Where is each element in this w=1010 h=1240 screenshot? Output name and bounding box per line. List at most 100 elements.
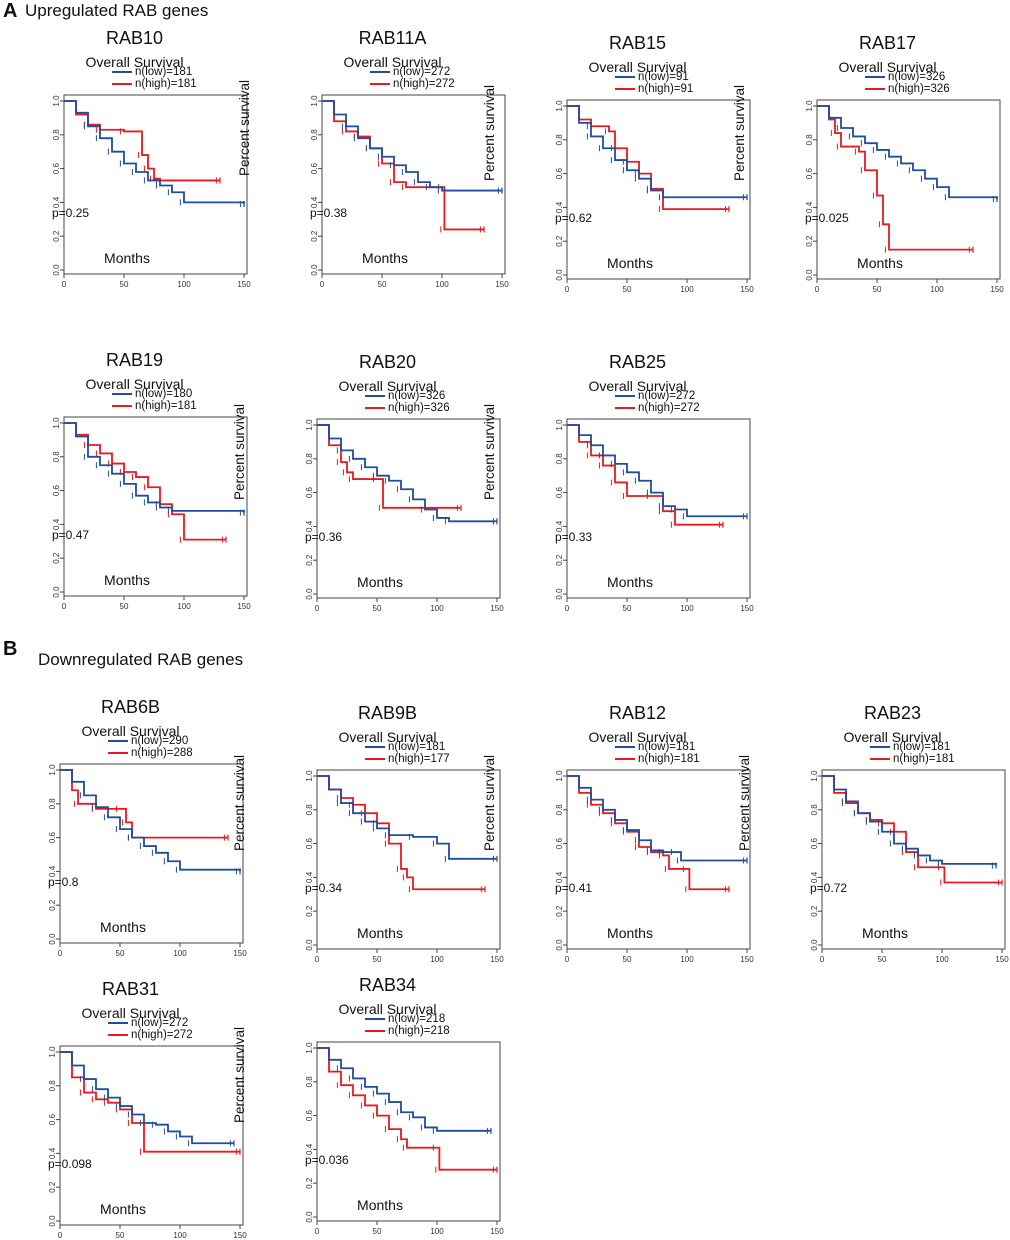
plot-subtitle: Overall Survival — [81, 1005, 180, 1021]
plot-title: RAB34 — [358, 975, 417, 995]
legend-label-high: n(high)=181 — [638, 753, 700, 765]
y-tick-label: 0.4 — [810, 871, 819, 883]
x-axis-label: Months — [100, 1201, 146, 1217]
series-low-line — [567, 424, 747, 518]
x-tick-label: 100 — [935, 955, 949, 964]
legend-entry-high: n(high)=326 — [865, 83, 950, 95]
legend-entry-low: n(low)=180 — [112, 388, 192, 400]
legend-entry-low: n(low)=91 — [615, 71, 689, 83]
y-tick-label: 0.6 — [555, 837, 564, 849]
legend-label-low: n(low)=272 — [393, 66, 451, 78]
y-tick-label: 1.0 — [52, 95, 61, 107]
x-tick-label: 150 — [490, 955, 504, 964]
km-plot-svg: 0.0 0.2 0.4 0.6 0.8 1.0 0 50 100 150 — [52, 416, 251, 611]
y-tick-label: 0.6 — [52, 162, 61, 174]
legend-swatch-high — [615, 406, 635, 409]
y-tick-label: 0.8 — [555, 453, 564, 465]
legend-entry-high: n(high)=181 — [615, 753, 700, 765]
x-tick-label: 100 — [173, 1231, 187, 1240]
y-tick-label: 0.8 — [305, 804, 314, 816]
km-plot-svg: 0.0 0.2 0.4 0.6 0.8 1.0 0 50 100 150 — [555, 769, 754, 964]
x-tick-label: 0 — [58, 1231, 63, 1240]
km-plot-svg: 0.0 0.2 0.4 0.6 0.8 1.0 0 50 100 150 — [305, 769, 504, 964]
y-tick-label: 0.2 — [555, 554, 564, 566]
y-tick-label: 0.4 — [305, 1143, 314, 1155]
plot-subtitle: Overall Survival — [588, 59, 687, 75]
y-tick-label: 0.4 — [555, 201, 564, 213]
plot-frame — [821, 769, 1006, 950]
km-plot-rab17: 0.0 0.2 0.4 0.6 0.8 1.0 0 50 100 150 RAB17 Overall … — [732, 33, 1010, 294]
km-plot-rab15: 0.0 0.2 0.4 0.6 0.8 1.0 0 50 100 150 RAB15 Overall … — [482, 33, 760, 294]
x-tick-label: 50 — [373, 1227, 382, 1236]
x-tick-label: 100 — [430, 604, 444, 613]
legend-entry-high: n(high)=218 — [365, 1025, 450, 1037]
legend-entry-low: n(low)=218 — [365, 1013, 445, 1025]
y-tick-label: 0.6 — [555, 167, 564, 179]
p-value: p=0.62 — [555, 211, 593, 225]
plot-title: RAB10 — [105, 28, 164, 48]
legend-label-low: n(low)=181 — [388, 741, 446, 753]
x-tick-label: 0 — [62, 280, 67, 289]
legend-label-low: n(low)=181 — [893, 741, 951, 753]
legend-label-low: n(low)=290 — [131, 735, 189, 747]
legend-label-high: n(high)=288 — [131, 747, 193, 759]
plot-title: RAB6B — [100, 697, 161, 717]
km-plot-svg: 0.0 0.2 0.4 0.6 0.8 1.0 0 50 100 150 — [52, 94, 251, 289]
legend-swatch-low — [365, 1017, 385, 1020]
x-axis-label: Months — [357, 925, 403, 941]
y-tick-label: 0.6 — [305, 1109, 314, 1121]
series-high-line — [822, 775, 1002, 884]
x-tick-label: 150 — [740, 604, 754, 613]
y-tick-label: 0.8 — [810, 804, 819, 816]
km-plot-rab23: 0.0 0.2 0.4 0.6 0.8 1.0 0 50 100 150 RAB23 Overall … — [737, 703, 1010, 964]
series-high-line — [60, 769, 228, 839]
x-tick-label: 150 — [490, 1227, 504, 1236]
x-tick-label: 50 — [378, 280, 387, 289]
series-high-line — [60, 1051, 240, 1153]
y-tick-label: 1.0 — [555, 770, 564, 782]
p-value: p=0.25 — [52, 206, 90, 220]
x-tick-label: 0 — [565, 604, 570, 613]
km-plot-svg: 0.0 0.2 0.4 0.6 0.8 1.0 0 50 100 150 — [48, 763, 247, 958]
x-tick-label: 50 — [116, 949, 125, 958]
legend-label-high: n(high)=272 — [393, 78, 455, 90]
plot-subtitle: Overall Survival — [85, 54, 184, 70]
legend-label-low: n(low)=326 — [888, 71, 946, 83]
legend-entry-high: n(high)=288 — [108, 747, 193, 759]
y-tick-label: 0.4 — [305, 871, 314, 883]
y-tick-label: 0.0 — [52, 264, 61, 276]
x-axis-label: Months — [607, 255, 653, 271]
y-tick-label: 0.0 — [805, 269, 814, 281]
plot-title: RAB25 — [608, 352, 667, 372]
x-tick-label: 50 — [120, 280, 129, 289]
km-plot-rab19: 0.0 0.2 0.4 0.6 0.8 1.0 0 50 100 150 RAB19 Overall … — [12, 350, 257, 611]
km-plot-svg: 0.0 0.2 0.4 0.6 0.8 1.0 0 50 100 150 — [555, 418, 754, 613]
y-axis-label: Percent survival — [732, 84, 747, 182]
plot-title: RAB17 — [858, 33, 917, 53]
p-value: p=0.41 — [555, 881, 593, 895]
x-tick-label: 0 — [565, 285, 570, 294]
legend-swatch-high — [112, 404, 132, 407]
legend-label-high: n(high)=272 — [638, 402, 700, 414]
y-tick-label: 0.2 — [305, 1177, 314, 1189]
legend-label-high: n(high)=326 — [388, 402, 450, 414]
x-tick-label: 100 — [680, 955, 694, 964]
x-tick-label: 100 — [430, 1227, 444, 1236]
series-low-line — [322, 100, 502, 192]
y-tick-label: 0.4 — [555, 871, 564, 883]
x-tick-label: 100 — [173, 949, 187, 958]
plot-title: RAB23 — [863, 703, 922, 723]
x-tick-label: 150 — [740, 285, 754, 294]
km-plot-svg: 0.0 0.2 0.4 0.6 0.8 1.0 0 50 100 150 — [305, 1041, 504, 1236]
x-axis-label: Months — [857, 255, 903, 271]
legend-label-low: n(low)=218 — [388, 1013, 446, 1025]
y-tick-label: 0.6 — [52, 484, 61, 496]
x-tick-label: 150 — [740, 955, 754, 964]
legend-swatch-low — [365, 745, 385, 748]
plot-subtitle: Overall Survival — [838, 59, 937, 75]
x-tick-label: 150 — [490, 604, 504, 613]
plot-frame — [316, 769, 501, 950]
y-tick-label: 0.4 — [805, 201, 814, 213]
y-tick-label: 0.8 — [305, 1076, 314, 1088]
x-axis-label: Months — [100, 919, 146, 935]
